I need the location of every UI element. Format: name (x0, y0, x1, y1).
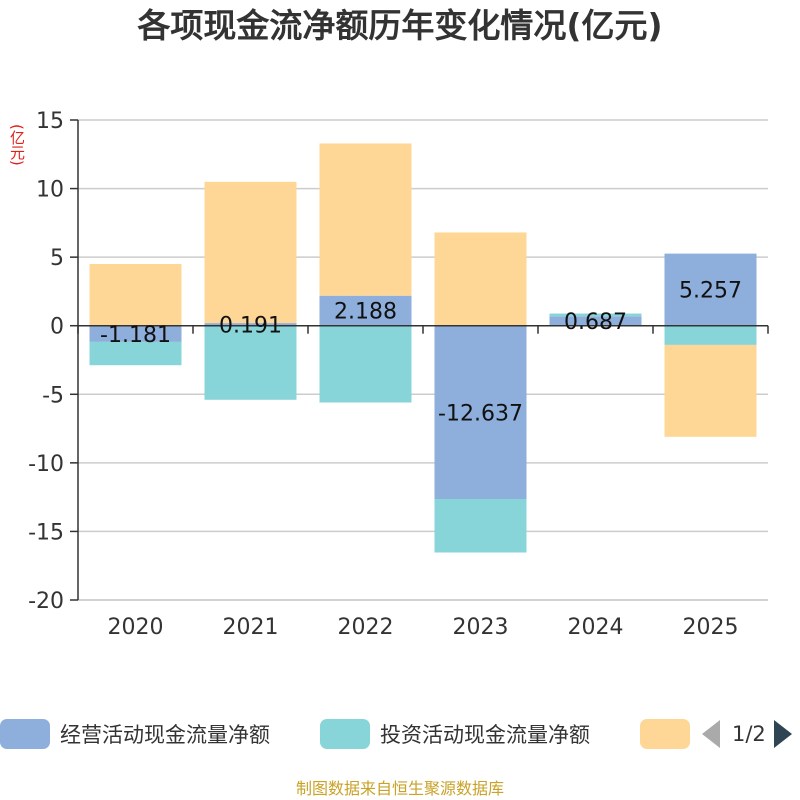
chart-plot: 15 10 5 0 -5 -10 -15 -20 2020 2021 2022 2023 2024 202… (28, 109, 769, 640)
x-tick-label: 2022 (338, 615, 394, 640)
bar-2025-series-2[interactable] (664, 344, 757, 437)
bar-2025-series-0[interactable] (664, 253, 757, 326)
y-tick-label: 5 (50, 246, 64, 271)
bar-2021-series-2[interactable] (204, 181, 297, 324)
bars (89, 143, 757, 553)
y-tick-label: -10 (28, 452, 64, 477)
y-axis-unit-label: (亿元) (8, 124, 26, 166)
x-tick-label: 2020 (108, 615, 164, 640)
y-tick-label: 15 (36, 109, 64, 134)
bar-2022-series-2[interactable] (319, 143, 412, 296)
bar-2024-series-1[interactable] (549, 313, 642, 317)
legend-pager: 1/2 (700, 714, 800, 754)
chart-title: 各项现金流净额历年变化情况(亿元) (137, 6, 663, 45)
x-tick-label: 2025 (683, 615, 739, 640)
bar-2021-series-0[interactable] (204, 323, 297, 326)
legend-label-operating: 经营活动现金流量净额 (60, 723, 270, 747)
bar-2020-series-2[interactable] (89, 264, 182, 326)
legend: 经营活动现金流量净额 投资活动现金流量净额 1/2 (0, 714, 800, 754)
data-label-2023: -12.637 (438, 401, 523, 426)
bar-2023-series-1[interactable] (434, 499, 527, 553)
axes: 15 10 5 0 -5 -10 -15 -20 2020 2021 2022 2023 2024 202… (28, 109, 769, 640)
y-tick-label: -5 (42, 383, 64, 408)
x-tick-label: 2024 (568, 615, 624, 640)
bar-2024-series-0[interactable] (549, 316, 642, 326)
bar-2022-series-1[interactable] (319, 325, 412, 403)
data-label-2022: 2.188 (334, 300, 397, 325)
x-tick-label: 2021 (223, 615, 279, 640)
y-tick-label: -15 (28, 520, 64, 545)
legend-swatch-financing (640, 719, 690, 749)
bar-2020-series-0[interactable] (89, 325, 182, 342)
data-label-2020: -1.181 (100, 323, 171, 348)
data-labels: -1.181 0.191 2.188 -12.637 0.687 5.257 (100, 279, 742, 427)
x-tick-label: 2023 (453, 615, 509, 640)
legend-label-investing: 投资活动现金流量净额 (380, 723, 590, 747)
bar-2021-series-1[interactable] (204, 325, 297, 400)
pager-next-icon[interactable] (773, 720, 792, 748)
legend-item-investing[interactable]: 投资活动现金流量净额 (320, 714, 590, 754)
y-tick-label: -20 (28, 589, 64, 614)
legend-item-financing[interactable] (640, 714, 700, 754)
data-label-2021: 0.191 (219, 313, 282, 338)
legend-item-operating[interactable]: 经营活动现金流量净额 (0, 714, 270, 754)
bar-2025-series-1[interactable] (664, 325, 757, 345)
bar-2023-series-0[interactable] (434, 325, 527, 500)
grid-lines (78, 119, 768, 601)
legend-swatch-operating (0, 719, 50, 749)
data-label-2024: 0.687 (564, 310, 627, 335)
pager-prev-icon[interactable] (702, 720, 720, 748)
bar-2023-series-2[interactable] (434, 232, 527, 326)
legend-swatch-investing (320, 719, 370, 749)
bar-2022-series-0[interactable] (319, 295, 412, 326)
legend-page-indicator: 1/2 (732, 722, 766, 746)
y-tick-label: 10 (36, 178, 64, 203)
data-label-2025: 5.257 (679, 279, 742, 304)
bar-2020-series-1[interactable] (89, 341, 182, 366)
y-tick-label: 0 (50, 315, 64, 340)
source-note: 制图数据来自恒生聚源数据库 (295, 779, 504, 798)
